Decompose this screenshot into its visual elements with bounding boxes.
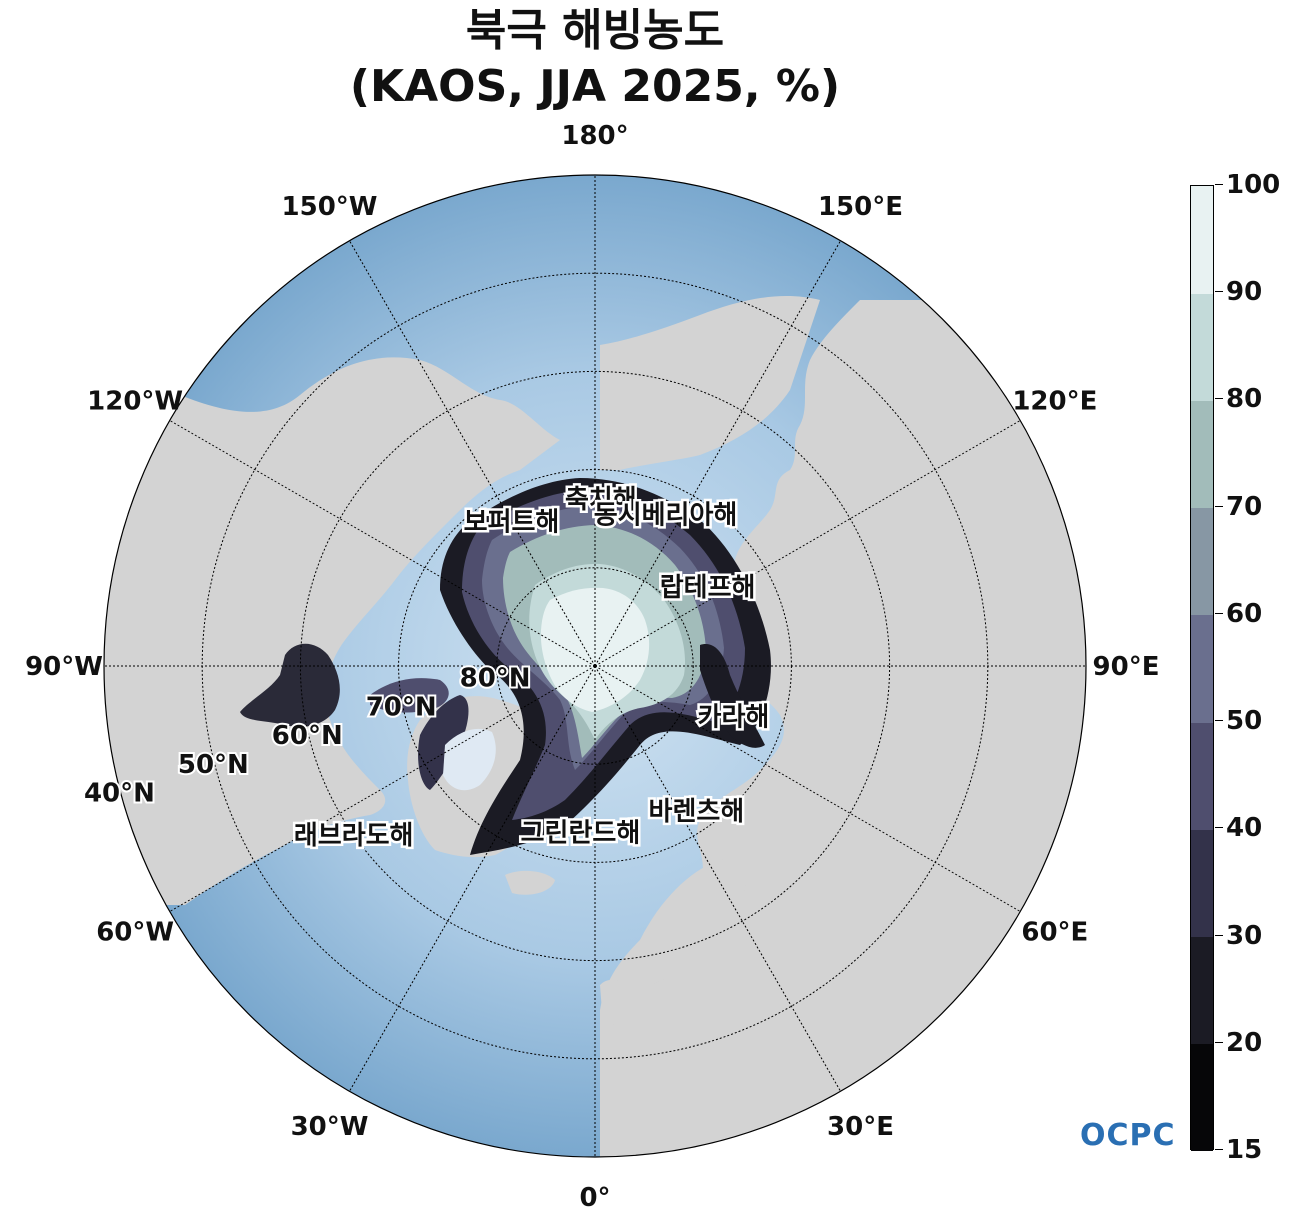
colorbar-tick-label: 90	[1226, 277, 1263, 308]
colorbar-segment	[1191, 186, 1213, 294]
meridian-120	[594, 420, 1021, 667]
sea-label: 래브라도해	[294, 821, 414, 851]
baffin-bay-ice	[418, 695, 469, 790]
eurasia-landmass	[600, 300, 1086, 1157]
meridian-150	[594, 240, 841, 667]
latitude-circle-80	[496, 567, 694, 765]
scandinavia-landmass	[640, 859, 747, 985]
latitude-circle-60	[299, 370, 891, 962]
latitude-label: 40°N	[84, 779, 155, 809]
meridian-30	[594, 665, 841, 1092]
meridian--120	[169, 420, 596, 667]
colorbar-tick-label: 15	[1226, 1135, 1263, 1165]
meridians	[104, 175, 1086, 1157]
colorbar	[1190, 185, 1214, 1152]
sea-label: 동시베리아해	[594, 501, 738, 531]
longitude-label: 150°W	[282, 192, 378, 222]
chukotka-landmass	[600, 295, 820, 470]
longitude-label: 30°E	[827, 1112, 894, 1142]
colorbar-tick-mark	[1215, 720, 1223, 722]
north-america-landmass	[104, 357, 560, 905]
sea-label: 보퍼트해	[464, 507, 560, 537]
sea-label: 바렌츠해	[649, 797, 745, 827]
longitude-label: 120°W	[87, 387, 183, 417]
colorbar-tick-label: 60	[1226, 598, 1263, 629]
meridian--60	[169, 665, 596, 912]
colorbar-tick-mark	[1215, 1041, 1223, 1043]
colorbar-segment	[1191, 829, 1213, 938]
colorbar-tick-mark	[1215, 827, 1223, 829]
sea-label: 그린란드해	[521, 818, 641, 848]
colorbar-segment	[1191, 400, 1213, 509]
kara-sea-ice	[700, 644, 765, 748]
colorbar-tick-label: 50	[1226, 706, 1263, 737]
colorbar-segment	[1191, 293, 1213, 401]
colorbar-segment	[1191, 507, 1213, 616]
colorbar-tick-mark	[1215, 398, 1223, 400]
iceland-landmass	[505, 870, 555, 895]
colorbar-tick-mark	[1215, 291, 1223, 293]
colorbar-tick-label: 80	[1226, 384, 1263, 415]
colorbar-segment	[1191, 614, 1213, 723]
longitude-labels: 180° 150°E 120°E 90°E 60°E 30°E 0° 30°W 60°W 90°W…	[25, 121, 1159, 1213]
colorbar-segment	[1191, 722, 1213, 830]
colorbar-tick-label: 70	[1226, 491, 1263, 522]
hudson-bay-ice	[240, 643, 340, 727]
latitude-label: 70°N	[366, 692, 437, 722]
greenland-coast-ice	[443, 728, 496, 791]
map-title: 북극 해빙농도	[465, 5, 725, 56]
caa-ice	[370, 678, 449, 713]
longitude-label: 90°E	[1093, 652, 1160, 682]
colorbar-tick-label: 40	[1226, 813, 1263, 844]
polar-map: 180° 150°E 120°E 90°E 60°E 30°E 0° 30°W 60°W 90°W…	[25, 121, 1159, 1213]
colorbar-tick-mark	[1215, 612, 1223, 614]
colorbar-tick-mark	[1215, 505, 1223, 507]
meridian-60	[594, 665, 1021, 912]
latitude-label: 50°N	[178, 750, 249, 780]
latitude-labels: 40°N 50°N 60°N 70°N 80°N	[82, 662, 533, 811]
longitude-label: 30°W	[291, 1112, 369, 1142]
sea-label: 카라해	[698, 702, 770, 732]
longitude-label: 60°E	[1021, 918, 1088, 948]
map-subtitle: (KAOS, JJA 2025, %)	[349, 61, 841, 112]
colorbar-segment	[1191, 936, 1213, 1045]
sea-label: 랍테프해	[660, 573, 756, 603]
ocpc-logo: OCPC	[1080, 1118, 1176, 1153]
sea-label: 축치해	[565, 485, 637, 515]
meridian--30	[349, 665, 596, 1092]
colorbar-tick-label: 100	[1226, 170, 1281, 200]
colorbar-tick-mark	[1215, 934, 1223, 936]
longitude-label: 60°W	[96, 918, 174, 948]
colorbar-tick-mark	[1215, 184, 1223, 185]
longitude-label: 120°E	[1012, 387, 1097, 417]
latitude-label: 80°N	[460, 664, 531, 694]
latitude-label: 60°N	[272, 721, 343, 751]
longitude-label: 180°	[561, 121, 628, 151]
longitude-label: 150°E	[818, 192, 903, 222]
meridian--150	[349, 240, 596, 667]
colorbar-tick-label: 20	[1226, 1027, 1263, 1058]
colorbar-tick-mark	[1215, 1149, 1223, 1150]
longitude-label: 0°	[579, 1183, 610, 1213]
colorbar-tick-label: 30	[1226, 920, 1263, 951]
colorbar-segment	[1191, 1043, 1213, 1152]
map-boundary	[103, 174, 1087, 1158]
longitude-label: 90°W	[25, 652, 103, 682]
british-isles-landmass	[600, 979, 630, 1026]
